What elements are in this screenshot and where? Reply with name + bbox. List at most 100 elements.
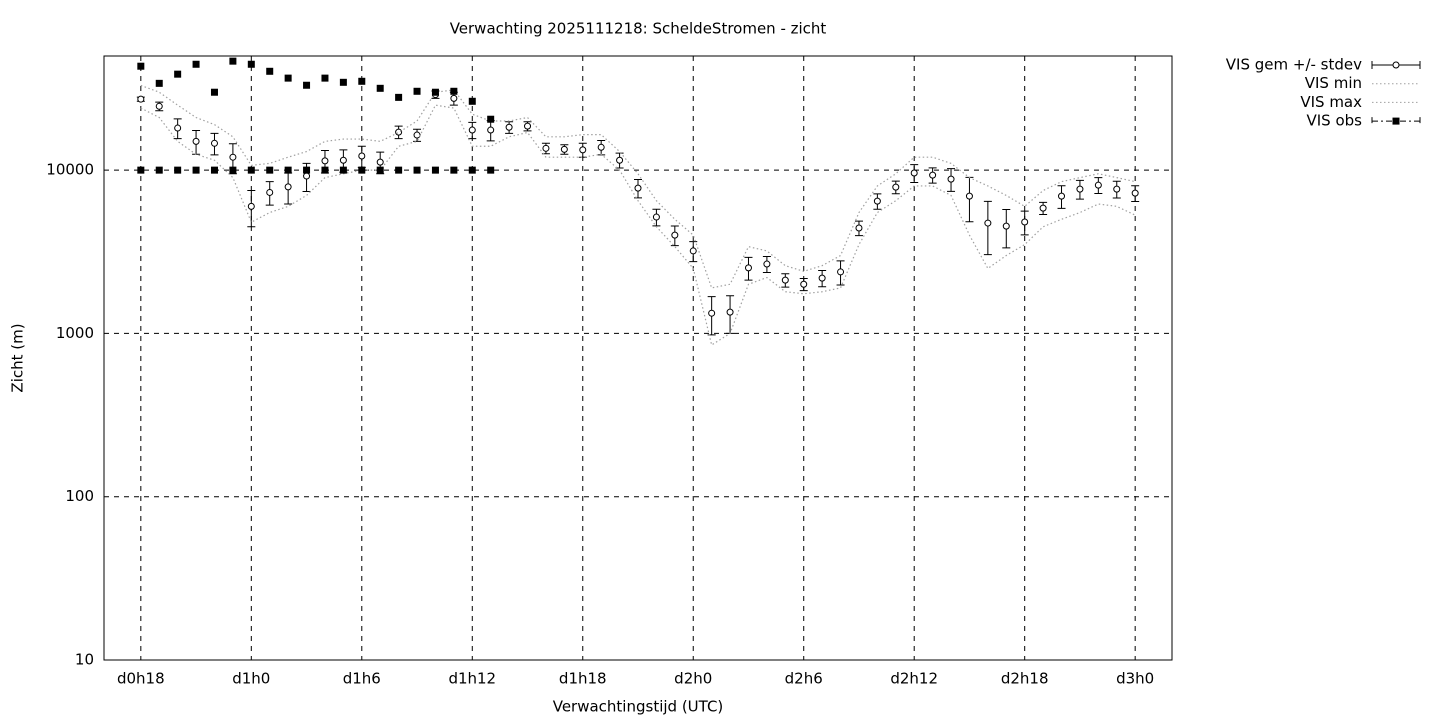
obs-point [303, 166, 311, 174]
obs-point [284, 166, 292, 174]
mean-point [855, 224, 863, 232]
mean-point [376, 158, 384, 166]
obs-point [284, 74, 292, 82]
plot-frame [103, 55, 1173, 661]
legend-label: VIS min [1305, 74, 1362, 92]
mean-point [303, 172, 311, 180]
mean-point [137, 95, 145, 103]
obs-point [247, 166, 255, 174]
x-tick-label: d0h18 [117, 670, 165, 688]
legend-marker [1392, 117, 1400, 125]
obs-point [450, 166, 458, 174]
mean-point [284, 183, 292, 191]
mean-point [229, 153, 237, 161]
mean-point [892, 183, 900, 191]
obs-point [358, 166, 366, 174]
mean-point [358, 152, 366, 160]
obs-point [413, 87, 421, 95]
x-tick-label: d2h6 [785, 670, 823, 688]
obs-point [413, 166, 421, 174]
mean-point [1094, 181, 1102, 189]
mean-point [266, 188, 274, 196]
mean-point [487, 126, 495, 134]
obs-point [468, 166, 476, 174]
mean-point [1039, 204, 1047, 212]
mean-point [708, 309, 716, 317]
mean-point [1058, 192, 1066, 200]
error-bar [983, 200, 992, 256]
mean-point [192, 137, 200, 145]
obs-point [376, 84, 384, 92]
obs-point [321, 166, 329, 174]
mean-point [800, 280, 808, 288]
mean-point [873, 197, 881, 205]
x-tick-label: d3h0 [1116, 670, 1154, 688]
mean-point [321, 157, 329, 165]
y-tick-label: 1000 [56, 324, 94, 342]
legend-label: VIS obs [1307, 112, 1363, 130]
mean-point [726, 308, 734, 316]
min-max-line [140, 84, 1136, 289]
obs-point [358, 77, 366, 85]
mean-point [1131, 189, 1139, 197]
legend-marker [1392, 61, 1400, 69]
mean-point [155, 102, 163, 110]
obs-point [174, 70, 182, 78]
obs-point [450, 87, 458, 95]
obs-point [303, 81, 311, 89]
mean-point [910, 169, 918, 177]
mean-point [818, 274, 826, 282]
obs-point [229, 57, 237, 65]
mean-point [174, 124, 182, 132]
mean-point [763, 260, 771, 268]
mean-point [616, 156, 624, 164]
mean-point [339, 156, 347, 164]
mean-point [652, 213, 660, 221]
obs-point [155, 166, 163, 174]
obs-point [339, 78, 347, 86]
mean-point [395, 128, 403, 136]
mean-point [1021, 218, 1029, 226]
mean-point [579, 146, 587, 154]
mean-point [542, 144, 550, 152]
obs-point [487, 166, 495, 174]
obs-point [395, 166, 403, 174]
x-tick-label: d2h18 [1001, 670, 1049, 688]
mean-point [505, 123, 513, 131]
mean-point [210, 139, 218, 147]
obs-point [487, 115, 495, 123]
obs-point [229, 166, 237, 174]
obs-point [137, 166, 145, 174]
obs-point [210, 166, 218, 174]
obs-point [321, 74, 329, 82]
obs-point [174, 166, 182, 174]
mean-point [837, 268, 845, 276]
obs-point [192, 166, 200, 174]
mean-point [1113, 185, 1121, 193]
mean-point [413, 131, 421, 139]
x-tick-label: d1h12 [448, 670, 496, 688]
obs-point [431, 166, 439, 174]
obs-point [376, 166, 384, 174]
obs-point [266, 166, 274, 174]
obs-point [468, 97, 476, 105]
y-tick-label: 10 [75, 651, 94, 669]
x-tick-label: d2h12 [890, 670, 938, 688]
obs-point [266, 67, 274, 75]
mean-point [597, 143, 605, 151]
legend-label: VIS gem +/- stdev [1226, 56, 1362, 74]
mean-point [247, 202, 255, 210]
mean-point [671, 231, 679, 239]
chart-title: Verwachting 2025111218: ScheldeStromen -… [450, 20, 827, 38]
y-tick-label: 100 [65, 487, 94, 505]
obs-point [395, 93, 403, 101]
obs-point [137, 62, 145, 70]
obs-point [339, 166, 347, 174]
mean-point [634, 184, 642, 192]
mean-point [929, 171, 937, 179]
obs-point [431, 88, 439, 96]
min-max-line [140, 104, 1136, 346]
x-tick-label: d1h0 [232, 670, 270, 688]
mean-point [984, 219, 992, 227]
